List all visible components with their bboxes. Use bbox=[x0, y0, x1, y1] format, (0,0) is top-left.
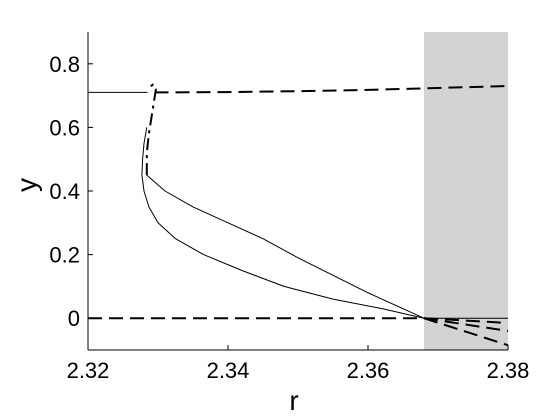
x-tick-label: 2.32 bbox=[67, 358, 110, 383]
y-axis-label: y bbox=[11, 178, 42, 192]
x-axis-label: r bbox=[289, 385, 298, 416]
x-tick-label: 2.36 bbox=[347, 358, 390, 383]
series-dashed-7 bbox=[423, 317, 508, 332]
y-tick-label: 0 bbox=[68, 306, 80, 331]
y-tick-label: 0.4 bbox=[49, 179, 80, 204]
ticks-layer: 2.32 2.34 2.36 2.38 0 0.2 0.4 0.6 0.8 bbox=[49, 52, 529, 383]
series-solid-3 bbox=[146, 174, 425, 319]
shaded-region bbox=[424, 32, 508, 350]
y-tick-label: 0.2 bbox=[49, 243, 80, 268]
series-dashed-9 bbox=[423, 317, 508, 324]
x-tick-label: 2.38 bbox=[487, 358, 530, 383]
y-tick-label: 0.8 bbox=[49, 52, 80, 77]
series-dashed-1 bbox=[154, 85, 508, 94]
x-tick-label: 2.34 bbox=[207, 358, 250, 383]
series-dashed-8 bbox=[423, 317, 508, 347]
series-dashdot-2 bbox=[145, 83, 157, 176]
series-solid-4 bbox=[141, 127, 425, 319]
series-layer bbox=[88, 83, 508, 347]
shaded-region-layer bbox=[424, 32, 508, 350]
y-tick-label: 0.6 bbox=[49, 115, 80, 140]
